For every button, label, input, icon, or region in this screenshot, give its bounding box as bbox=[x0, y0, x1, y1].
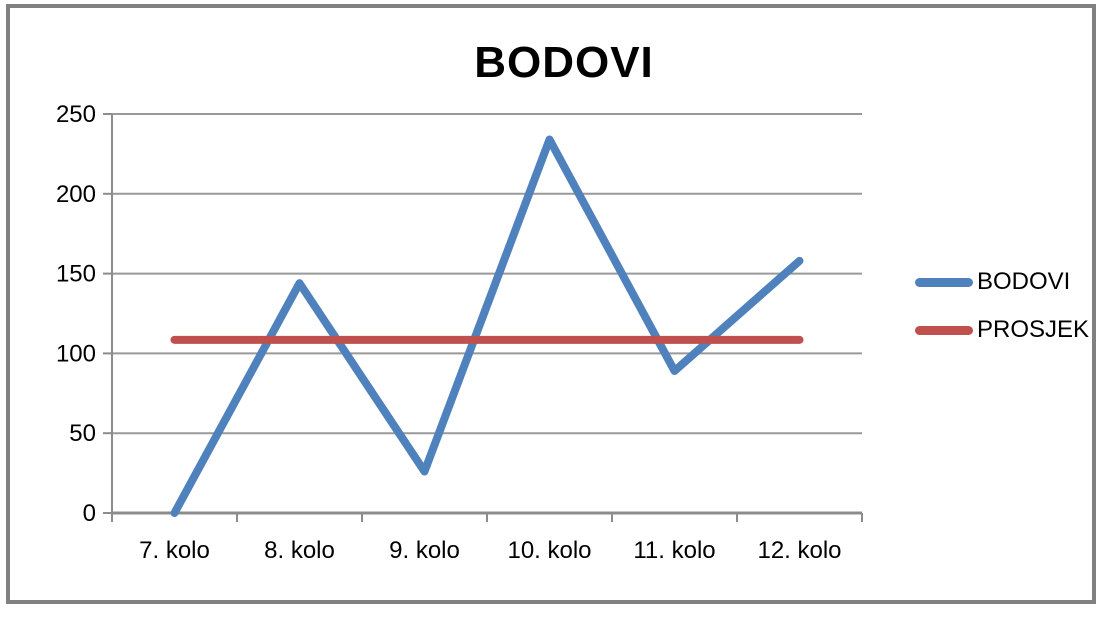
chart-title: BODOVI bbox=[474, 38, 654, 87]
y-tick-label: 100 bbox=[56, 340, 96, 367]
x-tick-label: 9. kolo bbox=[389, 537, 460, 564]
x-tick-label: 10. kolo bbox=[507, 537, 591, 564]
y-tick-label: 250 bbox=[56, 101, 96, 128]
y-tick-label: 0 bbox=[83, 500, 96, 527]
series-line-bodovi bbox=[170, 135, 804, 517]
y-tick-label: 50 bbox=[69, 420, 96, 447]
x-tick-label: 8. kolo bbox=[264, 537, 335, 564]
legend: BODOVI PROSJEK bbox=[915, 266, 1089, 346]
chart-frame: BODOVI BODOVI PROSJEK bbox=[6, 4, 1096, 604]
legend-label-bodovi: BODOVI bbox=[977, 268, 1071, 295]
legend-item-bodovi: BODOVI bbox=[915, 266, 1089, 298]
legend-marker-bodovi-line bbox=[915, 277, 973, 287]
x-tick-label: 11. kolo bbox=[633, 537, 715, 564]
legend-item-prosjek: PROSJEK bbox=[915, 314, 1089, 346]
x-tick-label: 12. kolo bbox=[757, 537, 841, 564]
legend-marker-prosjek-line bbox=[915, 325, 973, 335]
y-tick-label: 150 bbox=[56, 261, 96, 288]
x-tick-label: 7. kolo bbox=[139, 537, 210, 564]
legend-label-prosjek: PROSJEK bbox=[977, 316, 1090, 343]
y-tick-label: 200 bbox=[56, 181, 96, 208]
